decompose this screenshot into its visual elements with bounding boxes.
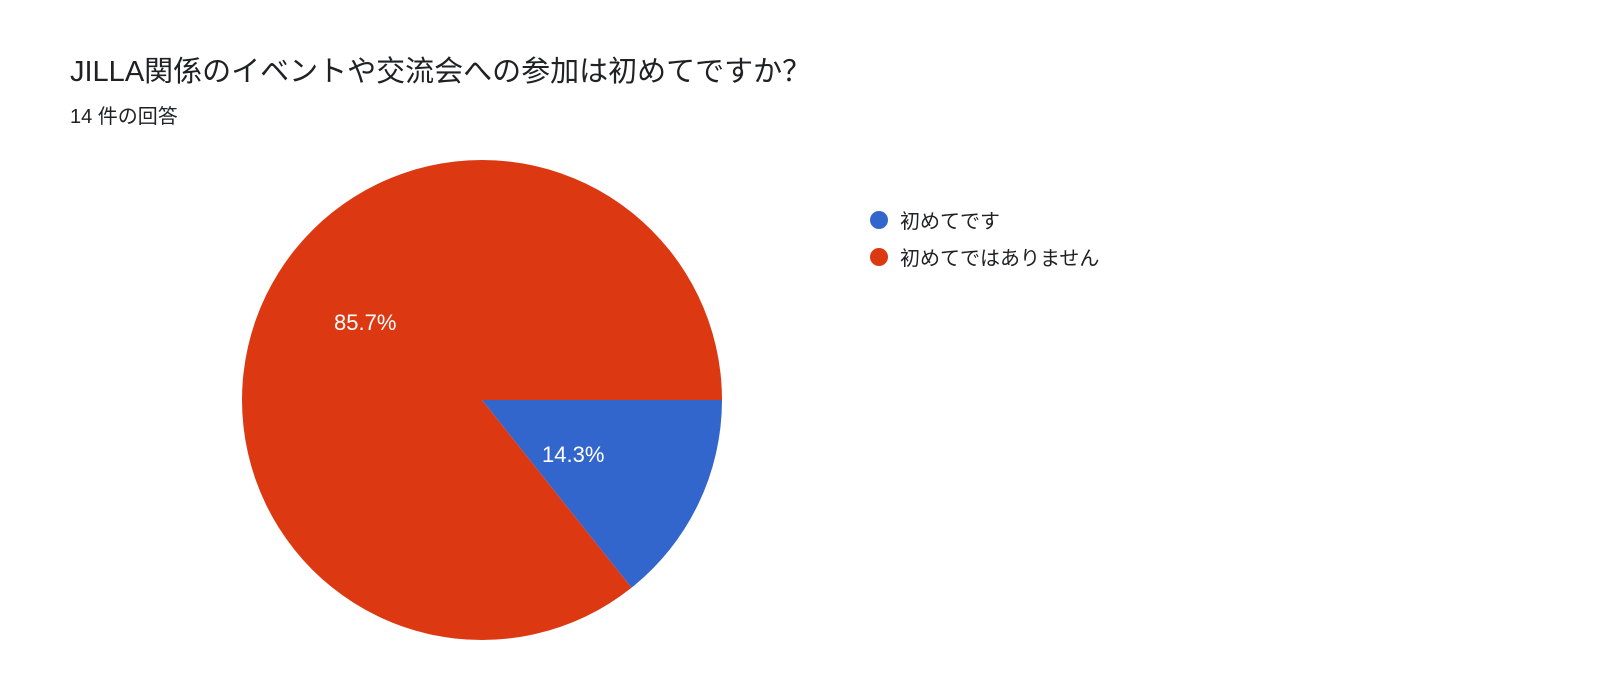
legend-dot-icon [870, 248, 888, 266]
legend-label: 初めてではありません [900, 242, 1099, 271]
legend-item-0[interactable]: 初めてです [870, 205, 1099, 234]
legend-label: 初めてです [900, 205, 1000, 234]
slice-label-1: 85.7% [334, 310, 396, 336]
pie-chart [242, 160, 722, 640]
chart-header: JILLA関係のイベントや交流会への参加は初めてですか？ 14 件の回答 [0, 0, 1600, 129]
response-count: 14 件の回答 [70, 100, 1600, 129]
pie-chart-container: 14.3% 85.7% [242, 160, 722, 640]
chart-legend: 初めてです初めてではありません [870, 205, 1099, 279]
legend-dot-icon [870, 211, 888, 229]
chart-title: JILLA関係のイベントや交流会への参加は初めてですか？ [70, 48, 1600, 90]
slice-label-0: 14.3% [542, 442, 604, 468]
legend-item-1[interactable]: 初めてではありません [870, 242, 1099, 271]
